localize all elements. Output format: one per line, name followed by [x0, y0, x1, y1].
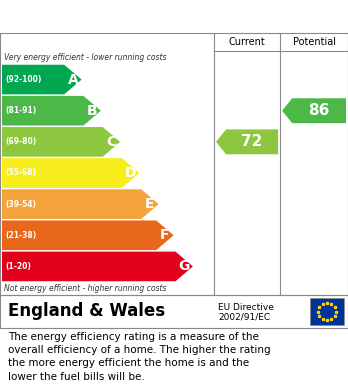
Text: Current: Current: [229, 37, 266, 47]
Text: (81-91): (81-91): [5, 106, 36, 115]
Text: G: G: [179, 260, 190, 273]
Text: (69-80): (69-80): [5, 137, 36, 146]
Text: (1-20): (1-20): [5, 262, 31, 271]
Text: (92-100): (92-100): [5, 75, 41, 84]
Polygon shape: [2, 189, 159, 219]
Text: (55-68): (55-68): [5, 169, 36, 178]
Polygon shape: [2, 251, 193, 281]
Polygon shape: [282, 98, 346, 123]
Text: E: E: [145, 197, 155, 211]
Text: 86: 86: [308, 103, 330, 118]
Text: Potential: Potential: [293, 37, 335, 47]
Text: England & Wales: England & Wales: [8, 303, 165, 321]
Polygon shape: [216, 129, 278, 154]
Text: (39-54): (39-54): [5, 200, 36, 209]
Polygon shape: [2, 65, 81, 94]
Bar: [310, 298, 344, 325]
Text: (21-38): (21-38): [5, 231, 36, 240]
Text: D: D: [125, 166, 136, 180]
Text: EU Directive: EU Directive: [218, 303, 274, 312]
Text: C: C: [106, 135, 117, 149]
Text: The energy efficiency rating is a measure of the
overall efficiency of a home. T: The energy efficiency rating is a measur…: [8, 332, 271, 382]
Text: F: F: [160, 228, 170, 242]
Text: B: B: [87, 104, 97, 118]
Text: 72: 72: [242, 135, 263, 149]
Text: Not energy efficient - higher running costs: Not energy efficient - higher running co…: [4, 284, 166, 293]
Text: 2002/91/EC: 2002/91/EC: [218, 313, 270, 322]
Polygon shape: [2, 221, 174, 250]
Polygon shape: [2, 158, 140, 188]
Polygon shape: [2, 96, 101, 126]
Text: Energy Efficiency Rating: Energy Efficiency Rating: [8, 7, 237, 25]
Text: A: A: [68, 73, 78, 86]
Text: Very energy efficient - lower running costs: Very energy efficient - lower running co…: [4, 53, 166, 62]
Polygon shape: [2, 127, 120, 157]
